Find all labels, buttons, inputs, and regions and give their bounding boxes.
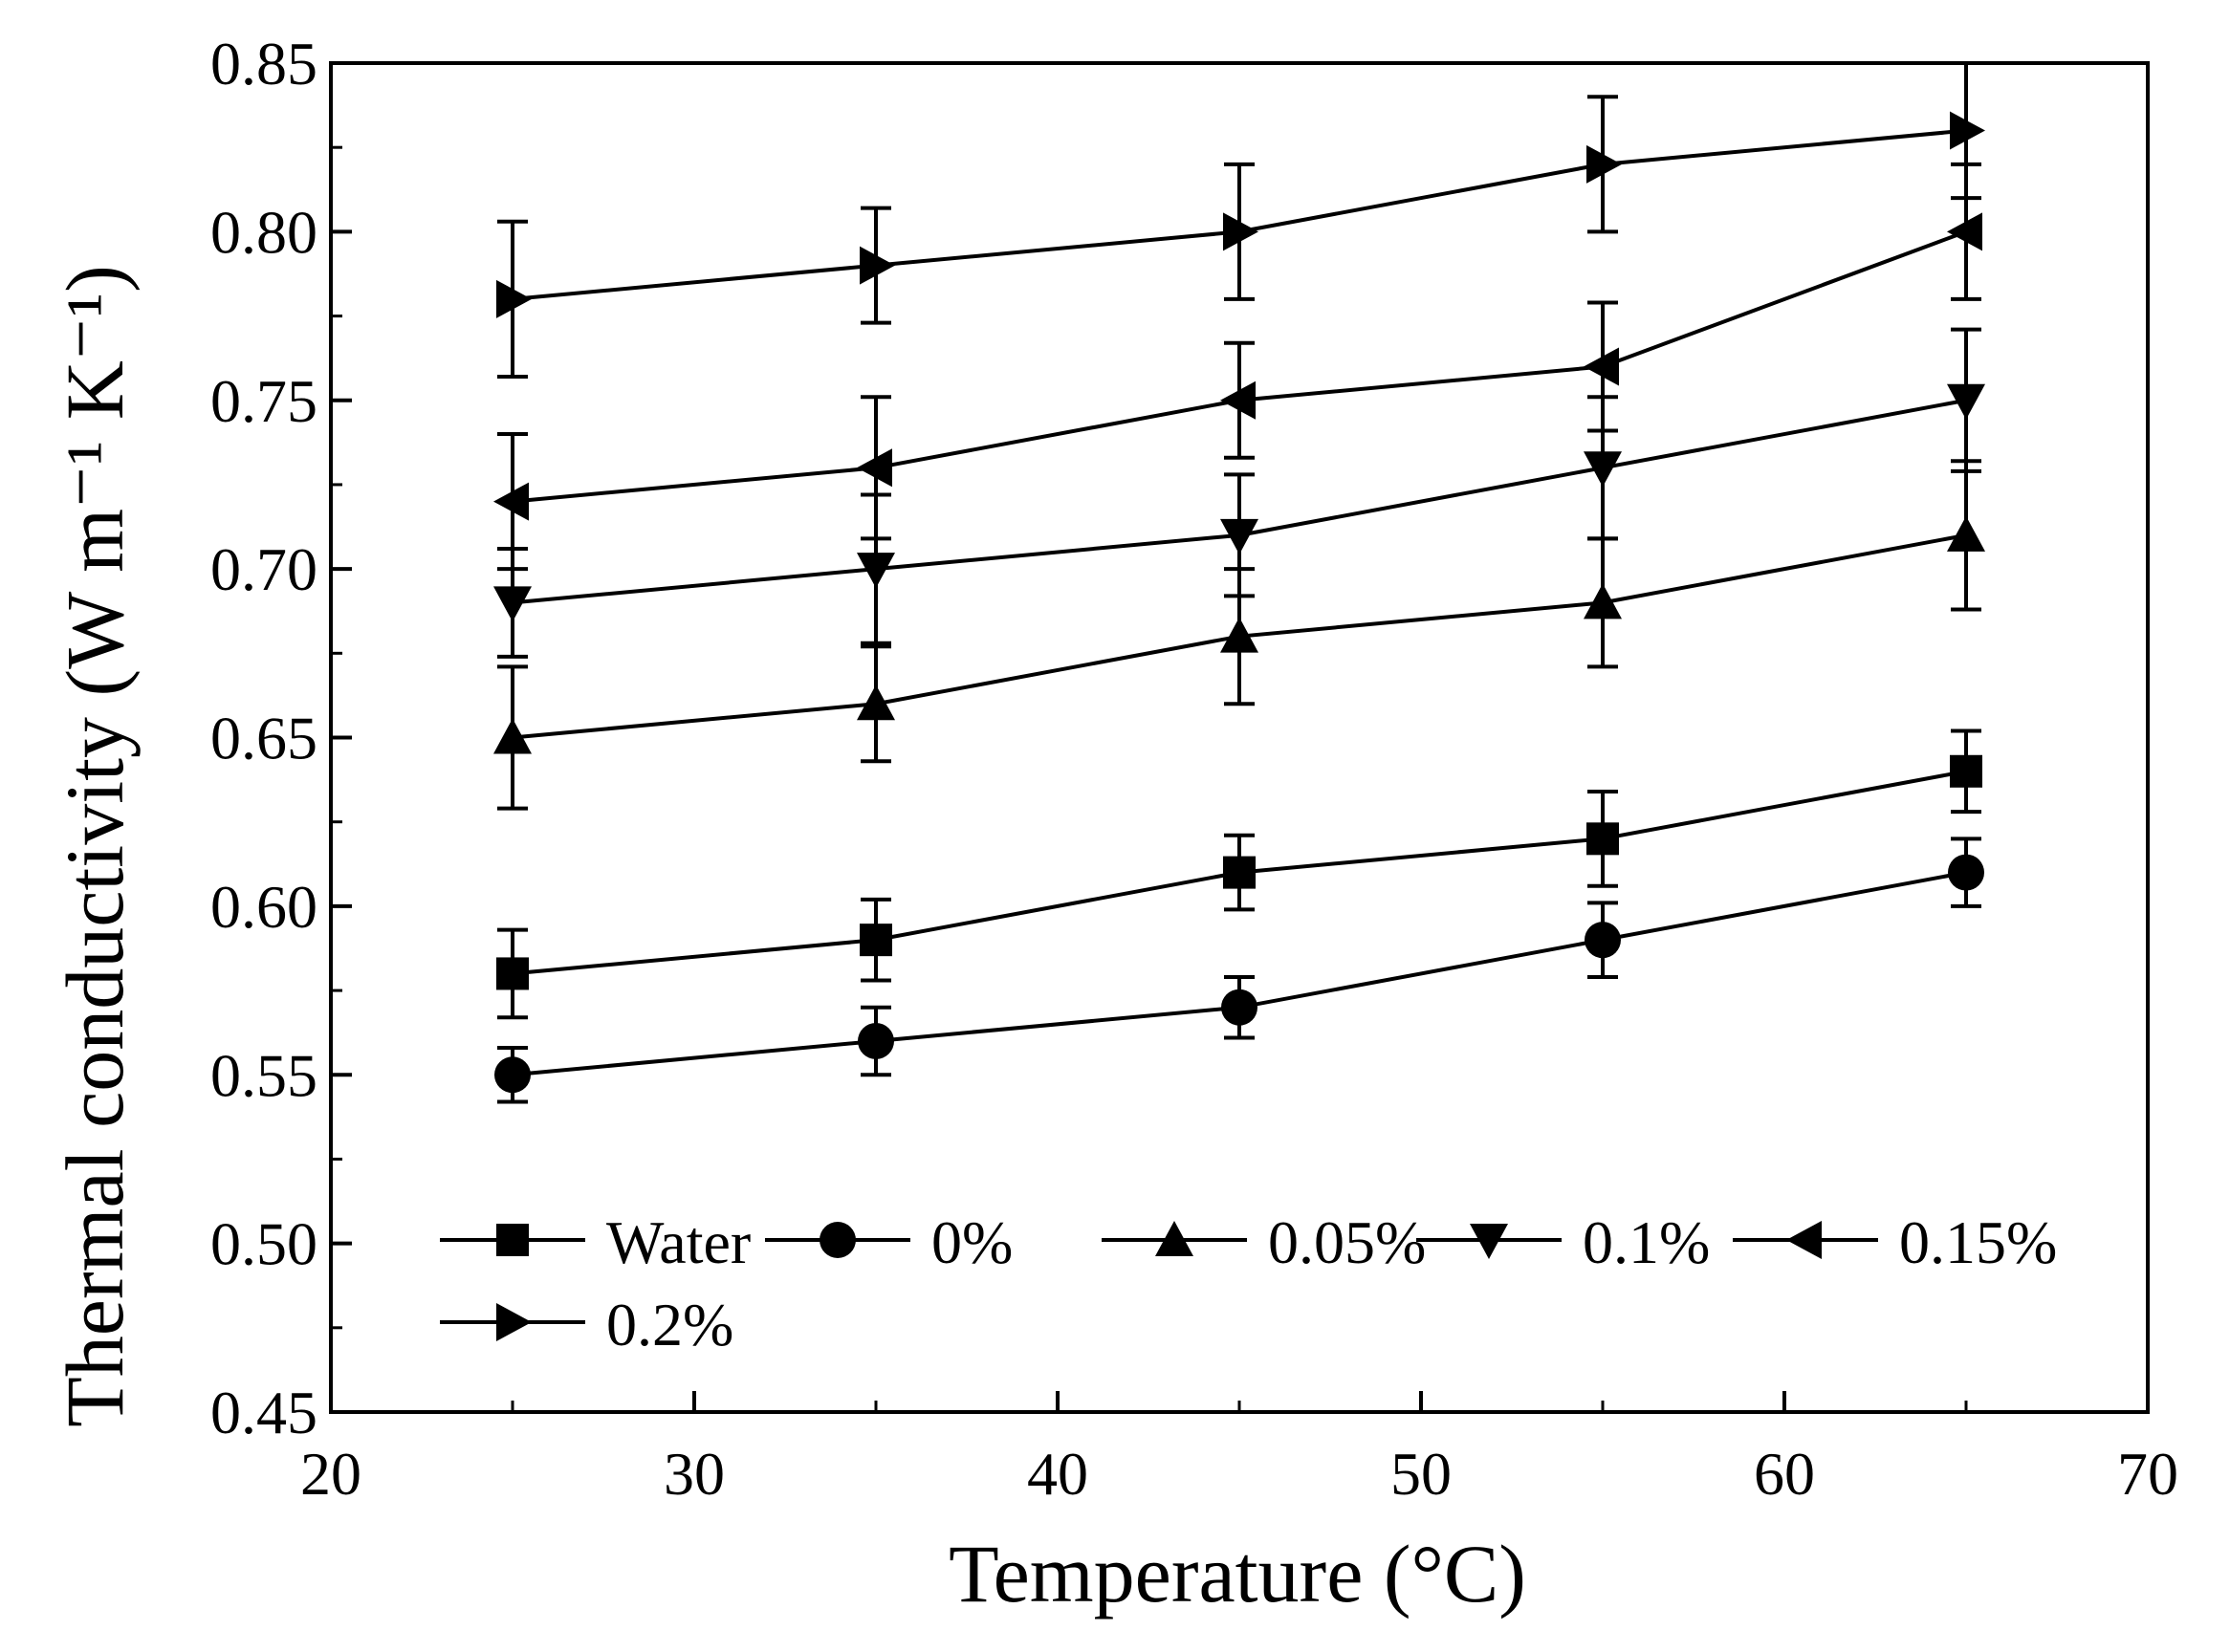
series-0.2% (496, 61, 1985, 380)
data-point (1947, 515, 1985, 552)
data-point (493, 482, 529, 521)
data-point (1584, 347, 1619, 386)
legend-item-0.15%: 0.15% (1733, 1208, 2057, 1276)
x-tick-label: 60 (1754, 1440, 1815, 1508)
y-tick-label: 0.65 (210, 705, 317, 772)
data-point (1584, 451, 1622, 488)
y-tick-label: 0.45 (210, 1379, 317, 1446)
y-tick-label: 0.70 (210, 535, 317, 603)
legend-label: 0.1% (1583, 1208, 1710, 1276)
data-point (860, 924, 892, 957)
legend-marker (1786, 1221, 1822, 1259)
data-point (858, 1022, 894, 1059)
y-tick-label: 0.80 (210, 198, 317, 266)
series-Water (496, 728, 1982, 1020)
x-tick-label: 30 (664, 1440, 725, 1508)
series-0.1% (493, 327, 1985, 659)
data-point (1223, 856, 1256, 889)
data-point (1948, 854, 1984, 891)
legend-item-0%: 0% (765, 1208, 1013, 1276)
legend-label: 0.2% (606, 1291, 733, 1359)
y-axis-label-unit: (W m⁻¹ K⁻¹) (49, 265, 141, 696)
data-point (857, 685, 895, 721)
y-tick-label: 0.60 (210, 873, 317, 941)
legend-marker (496, 1303, 532, 1341)
x-axis-label: Temperature (°C) (949, 1528, 1526, 1619)
legend-marker (820, 1222, 856, 1258)
data-point (1220, 617, 1258, 653)
x-tick-label: 70 (2117, 1440, 2178, 1508)
y-axis-label-name: Thermal conductivity (49, 717, 141, 1427)
data-point (1223, 212, 1258, 251)
data-point (1220, 380, 1256, 420)
legend-label: 0.05% (1268, 1208, 1426, 1276)
legend-label: Water (606, 1208, 751, 1276)
legend-item-0.2%: 0.2% (440, 1291, 733, 1359)
y-tick-label: 0.85 (210, 30, 317, 98)
data-point (860, 246, 895, 285)
y-axis-label: Thermal conductivity (W m⁻¹ K⁻¹) (49, 265, 141, 1426)
data-point (857, 553, 895, 589)
data-point (493, 586, 532, 622)
data-point (1947, 383, 1985, 420)
legend-item-0.05%: 0.05% (1102, 1208, 1426, 1276)
legend-marker (496, 1224, 529, 1256)
legend-marker (1155, 1221, 1193, 1256)
legend-label: 0.15% (1899, 1208, 2057, 1276)
axes: 20 30 40 50 60 70 0.45 0.50 0.55 0.60 0.65 0.70 0.75… (210, 30, 2178, 1508)
legend: Water 0% 0.05% 0.1% 0.15% 0.2% (440, 1208, 2057, 1359)
series-0.05% (493, 459, 1985, 811)
data-point (496, 957, 529, 990)
data-point (1221, 989, 1257, 1026)
legend-label: 0% (931, 1208, 1013, 1276)
legend-item-0.1%: 0.1% (1416, 1208, 1710, 1276)
data-point (1220, 518, 1258, 554)
x-tick-label: 50 (1390, 1440, 1452, 1508)
series-0.15% (493, 162, 1982, 572)
x-tick-label: 40 (1027, 1440, 1088, 1508)
data-point (1585, 922, 1621, 959)
data-point (496, 279, 532, 318)
data-point (1584, 583, 1622, 620)
y-tick-label: 0.75 (210, 367, 317, 435)
x-tick-label: 20 (300, 1440, 361, 1508)
data-point (1586, 144, 1622, 184)
series-layer (493, 61, 1985, 1104)
legend-item-Water: Water (440, 1208, 751, 1276)
series-0% (494, 837, 1984, 1104)
y-tick-label: 0.55 (210, 1041, 317, 1109)
data-point (1947, 212, 1982, 251)
data-point (1950, 754, 1982, 788)
data-point (857, 448, 892, 488)
data-point (493, 718, 532, 754)
data-point (494, 1056, 531, 1094)
data-point (1586, 822, 1619, 856)
data-point (1950, 111, 1985, 150)
legend-marker (1470, 1224, 1508, 1259)
y-tick-label: 0.50 (210, 1210, 317, 1278)
